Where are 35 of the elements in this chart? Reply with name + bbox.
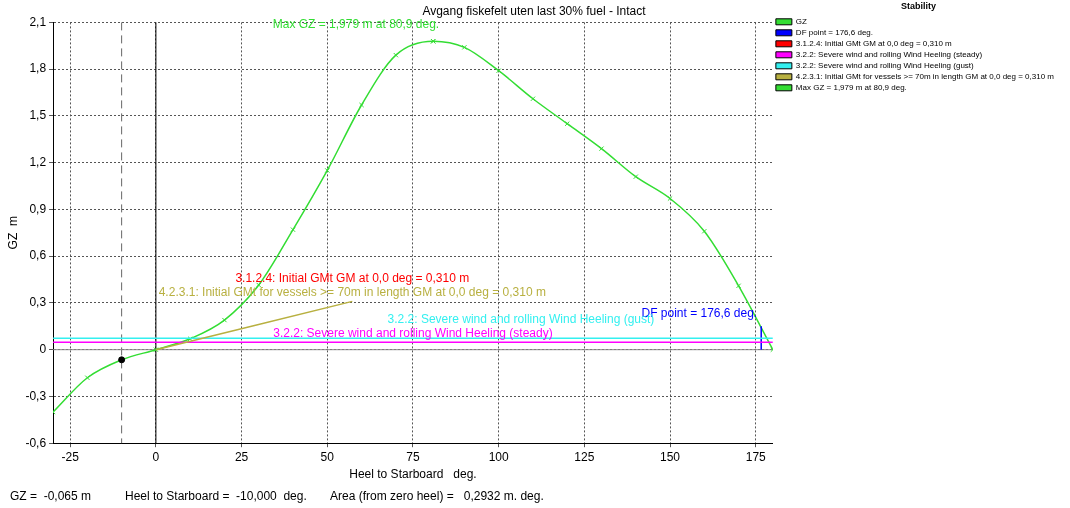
x-tick-label: 100 (488, 449, 509, 464)
x-axis-title: Heel to Starboard deg. (349, 467, 477, 482)
legend-label: DF point = 176,6 deg. (795, 28, 874, 37)
text: Area (from zero heel) = 0,2932 m. deg. (330, 489, 544, 503)
text: Heel to Starboard = -10,000 deg. (125, 489, 307, 503)
legend-label: Max GZ = 1,979 m at 80,9 deg. (795, 83, 907, 92)
x-tick-label: 75 (406, 449, 420, 464)
y-tick-label: 1,8 (29, 61, 47, 76)
x-tick-label: 175 (745, 449, 767, 464)
text: 3.2.2: Severe wind and rolling Wind Heeling (steady) (273, 325, 553, 340)
y-tick-label: -0,6 (25, 435, 47, 450)
y-tick-label: -0,3 (25, 388, 47, 403)
chart-title: Avgang fiskefelt uten last 30% fuel - Intact (422, 3, 647, 18)
x-tick-label: 150 (660, 449, 681, 464)
x-tick-label: -25 (61, 449, 80, 464)
y-tick-label: 2,1 (29, 14, 47, 29)
y-tick-label: 0,3 (29, 295, 47, 310)
x-tick-label: 25 (234, 449, 249, 464)
text: GZ = -0,065 m (10, 489, 92, 503)
x-tick-label: 0 (152, 449, 160, 464)
legend-title: Stability (900, 0, 936, 11)
legend-label: GZ (795, 17, 808, 26)
y-tick-label: 0,6 (29, 248, 47, 263)
y-tick-label: 1,5 (29, 108, 47, 123)
y-tick-label: 1,2 (29, 154, 47, 169)
y-tick-label: 0 (39, 342, 47, 356)
text: Max GZ = 1,979 m at 80,9 deg. (272, 16, 440, 31)
legend-label: 3.2.2: Severe wind and rolling Wind Heeling (gust) (795, 61, 975, 70)
x-tick-label: 125 (574, 449, 595, 464)
legend-label: 4.2.3.1: Initial GMt for vessels >= 70m in length GM at 0,0 deg = 0,310 m (795, 72, 1055, 81)
y-axis-title: GZ m (5, 216, 20, 250)
legend-label: 3.2.2: Severe wind and rolling Wind Heeling (steady) (795, 50, 983, 59)
x-tick-label: 50 (320, 449, 335, 464)
y-tick-label: 0,9 (29, 201, 47, 216)
legend-label: 3.1.2.4: Initial GMt GM at 0,0 deg = 0,310 m (795, 39, 953, 48)
